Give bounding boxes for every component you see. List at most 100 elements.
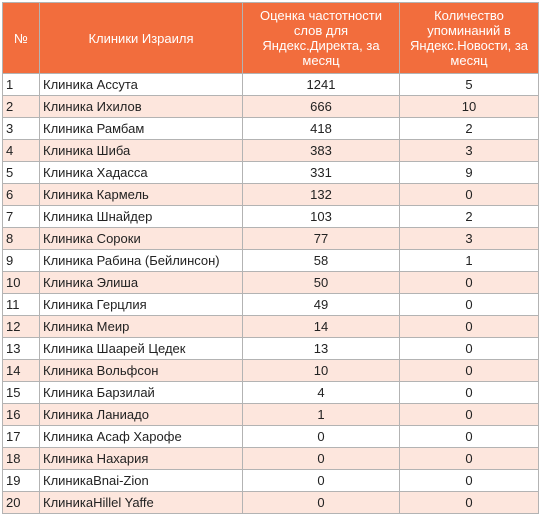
news-count: 0 — [399, 425, 539, 448]
table-row: 17 Клиника Асаф Харофе 0 0 — [2, 425, 539, 448]
clinic-name: Клиника Нахария — [39, 447, 243, 470]
row-number: 9 — [2, 249, 40, 272]
row-number: 7 — [2, 205, 40, 228]
table-row: 18 Клиника Нахария 0 0 — [2, 447, 539, 470]
clinic-name: Клиника Хадасса — [39, 161, 243, 184]
clinic-name: КлиникаBnai-Zion — [39, 469, 243, 492]
clinic-name: Клиника Сороки — [39, 227, 243, 250]
clinic-name: Клиника Шаарей Цедек — [39, 337, 243, 360]
frequency-value: 0 — [242, 469, 400, 492]
clinic-name: Клиника Меир — [39, 315, 243, 338]
frequency-value: 103 — [242, 205, 400, 228]
news-count: 0 — [399, 491, 539, 514]
table-row: 3 Клиника Рамбам 418 2 — [2, 117, 539, 140]
row-number: 12 — [2, 315, 40, 338]
frequency-value: 331 — [242, 161, 400, 184]
frequency-value: 4 — [242, 381, 400, 404]
clinic-name: Клиника Рамбам — [39, 117, 243, 140]
row-number: 17 — [2, 425, 40, 448]
table-row: 12 Клиника Меир 14 0 — [2, 315, 539, 338]
row-number: 1 — [2, 73, 40, 96]
table-row: 13 Клиника Шаарей Цедек 13 0 — [2, 337, 539, 360]
table-row: 20 КлиникаHillel Yaffe 0 0 — [2, 491, 539, 514]
news-count: 0 — [399, 403, 539, 426]
news-count: 0 — [399, 293, 539, 316]
news-count: 9 — [399, 161, 539, 184]
row-number: 4 — [2, 139, 40, 162]
table-row: 6 Клиника Кармель 132 0 — [2, 183, 539, 206]
row-number: 15 — [2, 381, 40, 404]
frequency-value: 49 — [242, 293, 400, 316]
table-row: 9 Клиника Рабина (Бейлинсон) 58 1 — [2, 249, 539, 272]
clinic-name: Клиника Элиша — [39, 271, 243, 294]
news-count: 1 — [399, 249, 539, 272]
table-row: 5 Клиника Хадасса 331 9 — [2, 161, 539, 184]
frequency-value: 77 — [242, 227, 400, 250]
row-number: 18 — [2, 447, 40, 470]
clinic-name: Клиника Шнайдер — [39, 205, 243, 228]
frequency-value: 13 — [242, 337, 400, 360]
table-row: 7 Клиника Шнайдер 103 2 — [2, 205, 539, 228]
row-number: 8 — [2, 227, 40, 250]
row-number: 6 — [2, 183, 40, 206]
frequency-value: 1 — [242, 403, 400, 426]
table-row: 14 Клиника Вольфсон 10 0 — [2, 359, 539, 382]
header-news-mentions: Количество упоминаний в Яндекс.Новости, … — [399, 2, 539, 74]
news-count: 3 — [399, 139, 539, 162]
frequency-value: 0 — [242, 491, 400, 514]
clinic-name: Клиника Кармель — [39, 183, 243, 206]
row-number: 13 — [2, 337, 40, 360]
news-count: 0 — [399, 469, 539, 492]
news-count: 0 — [399, 359, 539, 382]
table-row: 16 Клиника Ланиадо 1 0 — [2, 403, 539, 426]
row-number: 2 — [2, 95, 40, 118]
frequency-value: 132 — [242, 183, 400, 206]
frequency-value: 1241 — [242, 73, 400, 96]
clinic-name: Клиника Ланиадо — [39, 403, 243, 426]
row-number: 16 — [2, 403, 40, 426]
row-number: 10 — [2, 271, 40, 294]
frequency-value: 10 — [242, 359, 400, 382]
row-number: 3 — [2, 117, 40, 140]
table-row: 11 Клиника Герцлия 49 0 — [2, 293, 539, 316]
frequency-value: 418 — [242, 117, 400, 140]
table-body: 1 Клиника Ассута 1241 5 2 Клиника Ихилов 666 10… — [2, 73, 539, 514]
clinic-name: Клиника Асаф Харофе — [39, 425, 243, 448]
header-frequency: Оценка частотности слов для Яндекс.Дирек… — [242, 2, 400, 74]
row-number: 20 — [2, 491, 40, 514]
frequency-value: 50 — [242, 271, 400, 294]
header-number: № — [2, 2, 40, 74]
row-number: 5 — [2, 161, 40, 184]
news-count: 2 — [399, 117, 539, 140]
row-number: 19 — [2, 469, 40, 492]
clinic-name: Клиника Герцлия — [39, 293, 243, 316]
header-clinic: Клиники Израиля — [39, 2, 243, 74]
table-row: 8 Клиника Сороки 77 3 — [2, 227, 539, 250]
news-count: 0 — [399, 337, 539, 360]
row-number: 11 — [2, 293, 40, 316]
clinic-name: Клиника Ассута — [39, 73, 243, 96]
news-count: 5 — [399, 73, 539, 96]
frequency-value: 666 — [242, 95, 400, 118]
table-row: 19 КлиникаBnai-Zion 0 0 — [2, 469, 539, 492]
frequency-value: 383 — [242, 139, 400, 162]
clinic-name: Клиника Вольфсон — [39, 359, 243, 382]
table-row: 2 Клиника Ихилов 666 10 — [2, 95, 539, 118]
news-count: 0 — [399, 381, 539, 404]
row-number: 14 — [2, 359, 40, 382]
news-count: 0 — [399, 271, 539, 294]
news-count: 0 — [399, 447, 539, 470]
frequency-value: 0 — [242, 447, 400, 470]
frequency-value: 58 — [242, 249, 400, 272]
table-row: 10 Клиника Элиша 50 0 — [2, 271, 539, 294]
table-row: 4 Клиника Шиба 383 3 — [2, 139, 539, 162]
news-count: 0 — [399, 315, 539, 338]
clinic-name: КлиникаHillel Yaffe — [39, 491, 243, 514]
clinic-name: Клиника Шиба — [39, 139, 243, 162]
news-count: 10 — [399, 95, 539, 118]
news-count: 2 — [399, 205, 539, 228]
clinic-name: Клиника Рабина (Бейлинсон) — [39, 249, 243, 272]
clinic-name: Клиника Барзилай — [39, 381, 243, 404]
news-count: 3 — [399, 227, 539, 250]
